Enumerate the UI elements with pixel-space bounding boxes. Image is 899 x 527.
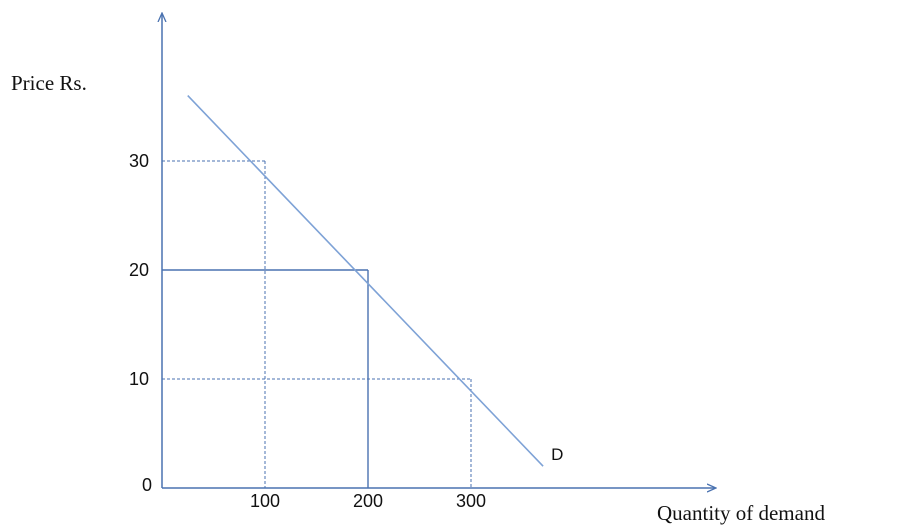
x-tick-label-100: 100 bbox=[250, 491, 280, 511]
guide-lines bbox=[162, 160, 472, 488]
demand-line bbox=[187, 95, 544, 467]
x-tick-label-200: 200 bbox=[353, 491, 383, 511]
x-tick-labels: 100 200 300 bbox=[250, 491, 486, 511]
y-axis-label: Price Rs. bbox=[11, 71, 87, 95]
x-axis-label: Quantity of demand bbox=[657, 501, 825, 525]
y-tick-label-30: 30 bbox=[129, 151, 149, 171]
y-tick-label-10: 10 bbox=[129, 369, 149, 389]
y-tick-labels: 10 20 30 bbox=[129, 151, 149, 389]
demand-series-label: D bbox=[551, 445, 563, 464]
x-tick-label-300: 300 bbox=[456, 491, 486, 511]
origin-label: 0 bbox=[142, 475, 152, 495]
y-tick-label-20: 20 bbox=[129, 260, 149, 280]
